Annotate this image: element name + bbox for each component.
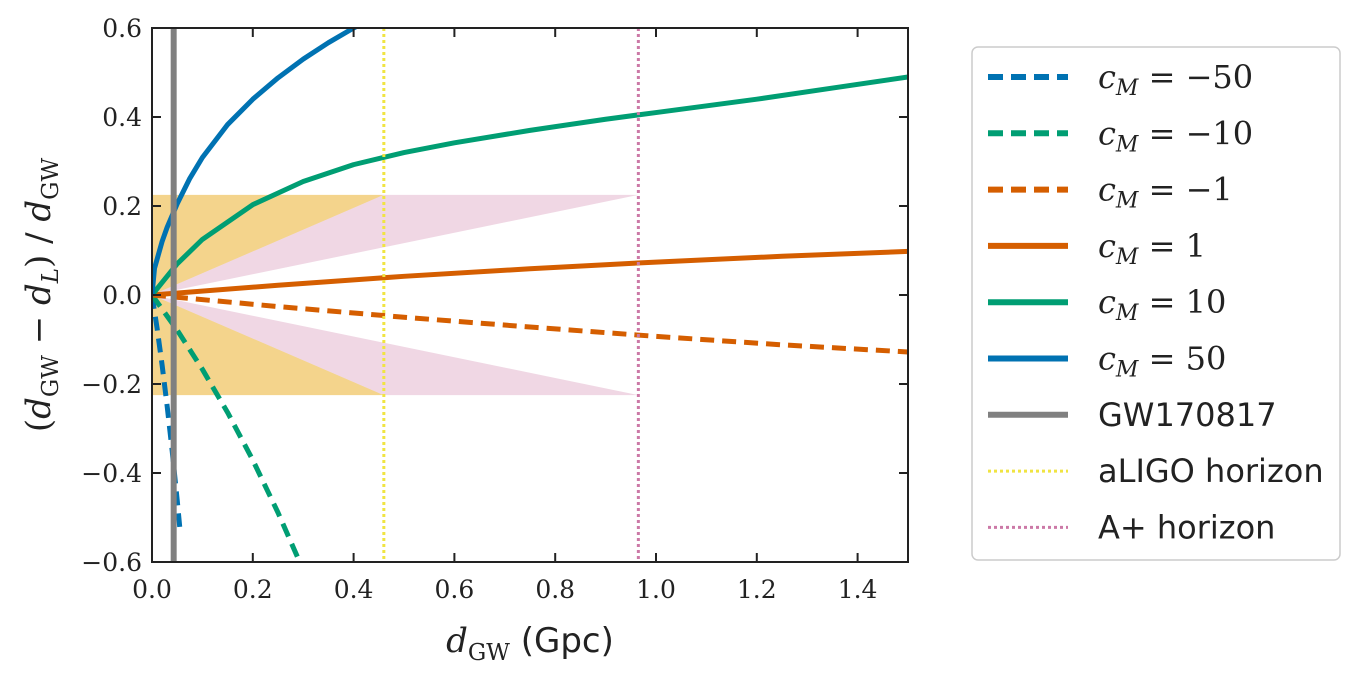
shaded-band-0 xyxy=(152,194,384,295)
legend-label-5: cM = 50 xyxy=(1098,340,1226,383)
legend-label-1: cM = −10 xyxy=(1098,114,1253,157)
series-line-1 xyxy=(152,293,303,562)
plot-frame xyxy=(151,27,909,563)
y-tick-label: 0.0 xyxy=(102,281,142,310)
x-tick-label: 0.6 xyxy=(435,575,475,604)
series-line-4 xyxy=(152,74,908,297)
series-line-3 xyxy=(152,248,908,298)
legend-label-0: cM = −50 xyxy=(1098,58,1253,101)
x-tick-label: 1.0 xyxy=(636,575,676,604)
legend-box xyxy=(971,46,1341,561)
x-tick-label: 0.4 xyxy=(334,575,374,604)
x-tick-label: 0.0 xyxy=(132,575,172,604)
legend-label-8: A+ horizon xyxy=(1098,508,1275,546)
legend-label-2: cM = −1 xyxy=(1098,171,1233,214)
y-tick-label: −0.2 xyxy=(81,370,142,399)
x-axis-label: dGW (Gpc) xyxy=(446,621,614,666)
vertical-lines-layer xyxy=(170,28,640,562)
series-line-5 xyxy=(152,28,359,296)
legend: cM = −50 cM = −10 cM = −1 cM = 1 cM = 10 cM =… xyxy=(971,46,1341,561)
y-axis-label: (dGW − dL) / dGW xyxy=(19,157,64,432)
y-tick-label: 0.2 xyxy=(102,192,142,221)
x-tick-label: 1.4 xyxy=(838,575,878,604)
shaded-band-1 xyxy=(152,295,384,396)
y-tick-label: 0.4 xyxy=(102,103,142,132)
axis-labels-layer: dGW (Gpc) (dGW − dL) / dGW xyxy=(19,157,614,666)
series-line-2 xyxy=(152,292,908,355)
x-tick-label: 0.2 xyxy=(233,575,273,604)
y-tick-label: 0.6 xyxy=(102,14,142,43)
legend-label-6: GW170817 xyxy=(1098,396,1277,434)
y-tick-label: −0.6 xyxy=(81,548,142,577)
x-tick-label: 0.8 xyxy=(535,575,575,604)
x-tick-label: 1.2 xyxy=(737,575,777,604)
legend-label-7: aLIGO horizon xyxy=(1098,452,1324,490)
series-layer xyxy=(152,28,908,562)
y-tick-label: −0.4 xyxy=(81,459,142,488)
bands-layer xyxy=(152,194,639,396)
ticks-layer: 0.0 0.2 0.4 0.6 0.8 1.0 1.2 1.4 0.6 0.4 0.2 0.0 −0.2… xyxy=(81,14,908,604)
series-line-0 xyxy=(152,294,183,528)
legend-label-3: cM = 1 xyxy=(1098,227,1206,270)
legend-label-4: cM = 10 xyxy=(1098,283,1226,326)
shaded-band-3 xyxy=(152,295,639,396)
shaded-band-2 xyxy=(152,194,639,295)
